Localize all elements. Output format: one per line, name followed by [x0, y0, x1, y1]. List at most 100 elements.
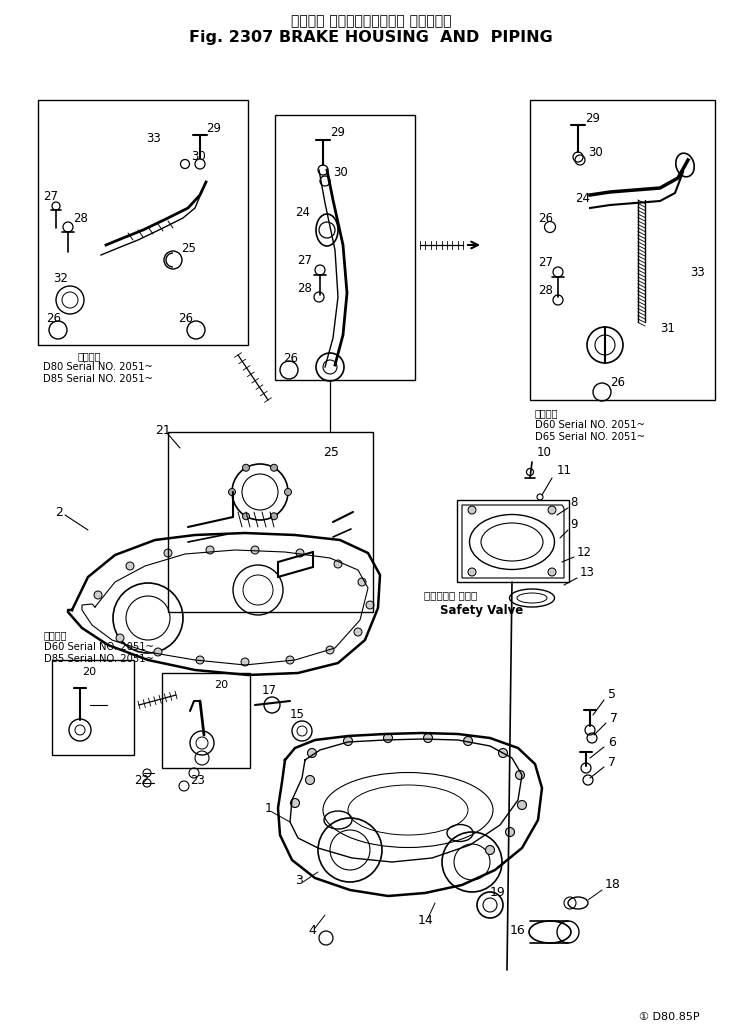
Text: 25: 25 — [323, 446, 339, 459]
Circle shape — [517, 801, 527, 810]
Text: 26: 26 — [538, 212, 553, 224]
Circle shape — [296, 549, 304, 557]
Text: 18: 18 — [605, 879, 621, 891]
Text: 27: 27 — [538, 255, 553, 269]
Text: 10: 10 — [537, 446, 552, 459]
Circle shape — [164, 549, 172, 557]
Text: 30: 30 — [333, 167, 348, 179]
Text: D80 Serial NO. 2051~: D80 Serial NO. 2051~ — [43, 362, 153, 372]
Text: D85 Serial NO. 2051~: D85 Serial NO. 2051~ — [44, 654, 154, 664]
Text: 16: 16 — [510, 923, 526, 936]
Text: 8: 8 — [570, 496, 577, 508]
Circle shape — [291, 799, 300, 808]
Circle shape — [196, 657, 204, 664]
Text: 29: 29 — [585, 111, 600, 125]
Circle shape — [271, 464, 278, 471]
Text: 7: 7 — [610, 711, 618, 724]
Circle shape — [271, 512, 278, 520]
Circle shape — [126, 562, 134, 570]
Text: 適用番号: 適用番号 — [535, 409, 559, 418]
Circle shape — [229, 489, 235, 496]
Bar — [530, 100, 715, 400]
Circle shape — [307, 748, 317, 757]
Circle shape — [499, 748, 508, 757]
Text: 19: 19 — [490, 886, 506, 898]
Bar — [168, 432, 373, 612]
Text: ブレーキ ハウジング　および パイピング: ブレーキ ハウジング および パイピング — [291, 14, 451, 28]
Text: D60 Serial NO. 2051~: D60 Serial NO. 2051~ — [44, 642, 154, 652]
Text: 31: 31 — [660, 321, 675, 334]
Text: 13: 13 — [580, 566, 595, 578]
Text: 12: 12 — [577, 545, 592, 559]
Text: 4: 4 — [308, 923, 316, 936]
Text: D65 Serial NO. 2051~: D65 Serial NO. 2051~ — [535, 432, 645, 442]
Text: 24: 24 — [575, 191, 590, 205]
Text: 25: 25 — [181, 242, 196, 254]
Circle shape — [116, 634, 124, 642]
Text: 24: 24 — [295, 207, 310, 219]
Text: 21: 21 — [155, 424, 171, 436]
Text: 30: 30 — [191, 149, 206, 163]
Circle shape — [366, 601, 374, 609]
Text: 適用番号: 適用番号 — [78, 351, 102, 361]
Circle shape — [548, 506, 556, 514]
Text: 22: 22 — [134, 774, 149, 786]
Bar — [162, 673, 250, 768]
Circle shape — [344, 737, 352, 745]
Text: 適用番号: 適用番号 — [44, 630, 68, 640]
Circle shape — [251, 546, 259, 554]
Bar — [38, 100, 248, 345]
Text: 14: 14 — [418, 914, 434, 926]
Text: 9: 9 — [570, 519, 577, 532]
Circle shape — [326, 646, 334, 654]
Circle shape — [94, 591, 102, 599]
Text: 3: 3 — [295, 874, 303, 887]
Bar — [457, 500, 569, 582]
Text: 26: 26 — [610, 376, 625, 389]
Text: 28: 28 — [73, 212, 88, 224]
Text: 23: 23 — [190, 774, 205, 786]
Text: 33: 33 — [690, 265, 705, 279]
Text: 2: 2 — [55, 505, 63, 519]
Circle shape — [243, 512, 249, 520]
Text: 26: 26 — [283, 352, 298, 364]
Text: 26: 26 — [178, 312, 193, 324]
Circle shape — [284, 489, 292, 496]
Text: 32: 32 — [53, 272, 68, 284]
Circle shape — [548, 568, 556, 576]
Text: 7: 7 — [608, 755, 616, 769]
Circle shape — [354, 628, 362, 636]
Bar — [52, 660, 134, 755]
Text: 20: 20 — [82, 667, 96, 677]
Circle shape — [206, 546, 214, 554]
Text: 20: 20 — [214, 680, 228, 690]
Text: ① D80.85P: ① D80.85P — [640, 1012, 700, 1022]
Circle shape — [468, 568, 476, 576]
Circle shape — [424, 734, 433, 743]
Circle shape — [154, 648, 162, 657]
Circle shape — [334, 560, 342, 568]
Text: 28: 28 — [297, 282, 312, 294]
Bar — [275, 115, 415, 380]
Circle shape — [306, 776, 315, 784]
Circle shape — [358, 578, 366, 586]
Text: D60 Serial NO. 2051~: D60 Serial NO. 2051~ — [535, 420, 645, 430]
Circle shape — [516, 771, 525, 780]
Text: Safety Valve: Safety Valve — [440, 604, 523, 617]
Text: 15: 15 — [290, 709, 305, 721]
Circle shape — [241, 658, 249, 666]
Text: 5: 5 — [608, 688, 616, 702]
Text: 1: 1 — [265, 802, 273, 815]
Text: 27: 27 — [297, 253, 312, 267]
Text: 27: 27 — [43, 189, 58, 203]
Text: 30: 30 — [588, 145, 603, 158]
Text: 26: 26 — [46, 312, 61, 324]
Circle shape — [505, 827, 514, 837]
Text: セーフティ バルブ: セーフティ バルブ — [424, 590, 477, 600]
Text: 33: 33 — [146, 132, 161, 144]
Text: 28: 28 — [538, 284, 553, 296]
Text: D85 Serial NO. 2051~: D85 Serial NO. 2051~ — [43, 374, 153, 384]
Text: Fig. 2307 BRAKE HOUSING  AND  PIPING: Fig. 2307 BRAKE HOUSING AND PIPING — [189, 30, 553, 45]
Text: 17: 17 — [262, 684, 277, 698]
Circle shape — [286, 657, 294, 664]
